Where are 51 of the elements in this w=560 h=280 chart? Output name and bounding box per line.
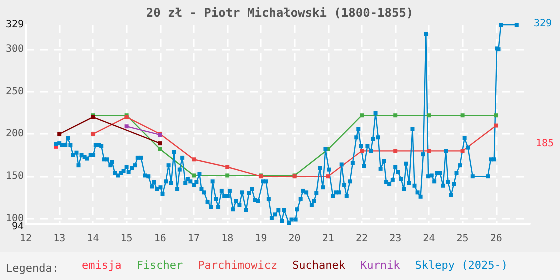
x-tick-label: 12 (20, 234, 32, 244)
y-tick-label: 200 (6, 128, 24, 140)
legend-title: Legenda: (6, 262, 59, 275)
point (427, 149, 432, 154)
point (326, 174, 330, 179)
x-tick-label: 18 (222, 234, 234, 244)
text: Sklepy (2025-) (415, 259, 508, 272)
x-tick-label: 24 (423, 234, 436, 244)
point (460, 149, 465, 154)
x-tick-label: 22 (356, 234, 368, 244)
point (158, 147, 162, 152)
x-tick-label: 15 (120, 234, 133, 244)
point (192, 158, 196, 162)
point (494, 114, 498, 118)
y-tick-label: 94 (12, 222, 24, 232)
point (124, 124, 129, 129)
point (394, 149, 398, 154)
y-tick-label: 329 (6, 20, 24, 30)
point (192, 174, 196, 178)
x-tick-label: 19 (255, 234, 268, 244)
point (226, 165, 230, 170)
x-tick-label: 14 (87, 234, 100, 244)
point (460, 114, 465, 118)
x-tick-label: 17 (188, 234, 200, 244)
x-tick-label: 13 (54, 234, 66, 244)
text: Kurnik (360, 259, 401, 272)
point (58, 132, 62, 136)
x-tick-label: 26 (490, 234, 502, 244)
point (427, 114, 432, 118)
x-tick-label: 23 (390, 234, 402, 244)
y-tick-label: 300 (6, 44, 24, 56)
x-tick-label: 25 (456, 234, 469, 244)
text: Fischer (136, 259, 184, 272)
x-tick-label: 16 (154, 234, 166, 244)
text: emisja (82, 259, 122, 272)
x-tick-label: 21 (322, 234, 334, 244)
x-tick-label: 20 (288, 234, 301, 244)
text: 185 (536, 138, 554, 150)
text: Suchanek (292, 259, 346, 272)
annotation: 329 (534, 18, 552, 30)
chart-title: 20 zł - Piotr Michałowski (1800-1855) (146, 6, 414, 20)
y-tick-label: 150 (6, 171, 24, 182)
point (158, 142, 162, 146)
point (394, 114, 398, 118)
point (494, 124, 498, 128)
point (226, 174, 230, 178)
text: Parchimowicz (198, 259, 278, 272)
y-tick-label: 250 (6, 86, 24, 98)
point (360, 114, 364, 118)
point (360, 149, 364, 154)
point (91, 132, 96, 136)
